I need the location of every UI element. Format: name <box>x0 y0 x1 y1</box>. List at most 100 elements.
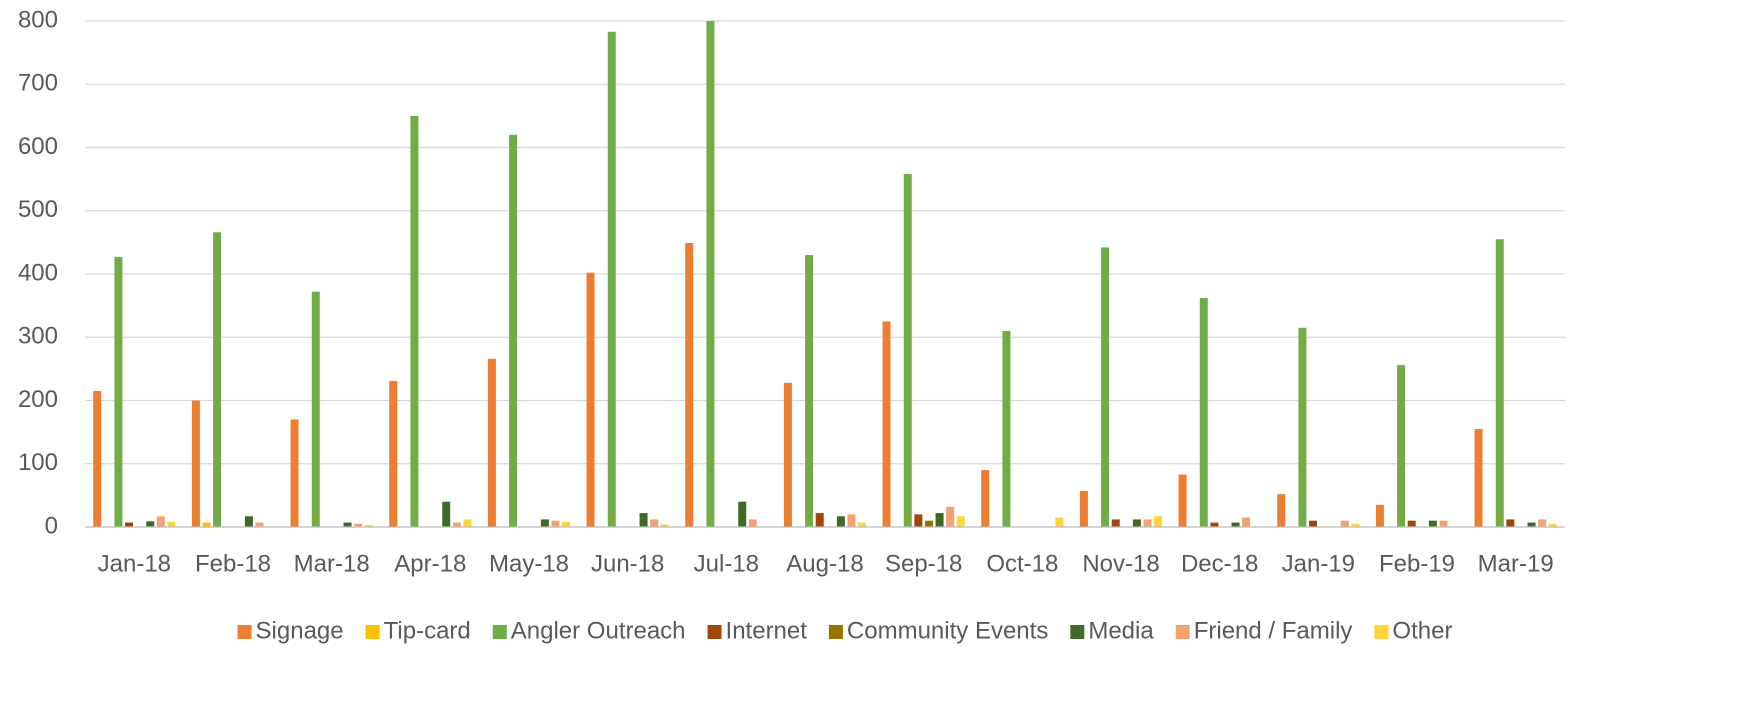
legend-swatch <box>707 625 722 639</box>
bar <box>706 21 715 527</box>
bar <box>114 256 123 527</box>
bar <box>1210 522 1219 527</box>
bar <box>1111 519 1120 527</box>
bar <box>389 380 398 527</box>
bar <box>607 31 616 527</box>
bar <box>146 521 155 527</box>
bar <box>1538 519 1547 527</box>
x-tick-label: Oct-18 <box>986 550 1058 577</box>
bar <box>1143 519 1152 527</box>
bar <box>924 520 933 527</box>
legend-label: Media <box>1088 617 1154 644</box>
bar <box>1527 522 1536 527</box>
bar <box>452 522 461 527</box>
x-tick-label: Mar-18 <box>294 550 370 577</box>
x-tick-label: Aug-18 <box>786 550 863 577</box>
y-tick-label: 600 <box>18 133 58 160</box>
bar <box>354 523 363 527</box>
bar <box>1351 523 1360 527</box>
x-tick-label: Sep-18 <box>885 550 962 577</box>
bar <box>125 522 134 527</box>
bar <box>1101 247 1110 527</box>
bar <box>1407 520 1416 527</box>
bar <box>1495 239 1504 527</box>
bar <box>956 516 965 527</box>
legend-swatch <box>237 625 252 639</box>
bar <box>156 516 165 527</box>
y-tick-label: 800 <box>18 6 58 33</box>
x-tick-label: Jan-18 <box>98 550 171 577</box>
bar <box>783 382 792 527</box>
x-tick-label: Apr-18 <box>394 550 466 577</box>
bar <box>463 519 472 527</box>
x-tick-label: Dec-18 <box>1181 550 1258 577</box>
bar <box>442 501 451 527</box>
bar <box>981 470 990 527</box>
bar <box>1298 327 1307 527</box>
x-tick-label: Nov-18 <box>1082 550 1159 577</box>
x-tick-label: Jun-18 <box>591 550 664 577</box>
bar <box>509 134 518 527</box>
legend-label: Friend / Family <box>1194 617 1353 644</box>
bar <box>935 513 944 527</box>
bar <box>364 525 373 527</box>
bar <box>738 501 747 527</box>
bar <box>311 291 320 527</box>
bar <box>1079 490 1088 527</box>
bar <box>882 321 891 527</box>
bar <box>1375 504 1384 527</box>
bar <box>1397 365 1406 527</box>
bar <box>586 272 595 527</box>
x-tick-label: Mar-19 <box>1478 550 1554 577</box>
bar <box>650 519 659 527</box>
bar <box>1178 474 1187 527</box>
legend-label: Signage <box>256 617 344 644</box>
bar <box>255 522 264 527</box>
bar <box>847 514 856 527</box>
bar <box>167 521 176 527</box>
x-tick-label: Feb-19 <box>1379 550 1455 577</box>
legend-label: Angler Outreach <box>511 617 686 644</box>
bar <box>1055 517 1064 527</box>
y-tick-label: 100 <box>18 449 58 476</box>
y-tick-label: 200 <box>18 386 58 413</box>
bar <box>410 115 419 527</box>
bar <box>1548 523 1557 527</box>
legend-swatch <box>1374 625 1389 639</box>
bar <box>748 519 757 527</box>
y-tick-label: 400 <box>18 259 58 286</box>
bar <box>858 522 867 527</box>
bar <box>1002 330 1011 527</box>
bar <box>213 232 222 527</box>
bar <box>660 524 669 527</box>
legend-swatch <box>492 625 507 639</box>
legend-swatch <box>828 625 843 639</box>
bar <box>639 513 648 527</box>
bar <box>562 521 571 527</box>
bar <box>815 513 824 527</box>
bar <box>290 419 299 527</box>
x-tick-label: May-18 <box>489 550 569 577</box>
bar <box>914 514 923 527</box>
bar <box>1154 516 1163 527</box>
legend-label: Tip-card <box>384 617 471 644</box>
bar <box>1199 298 1208 527</box>
bar <box>244 516 253 527</box>
bar <box>93 391 102 527</box>
bar <box>1231 522 1240 527</box>
bar <box>1474 428 1483 527</box>
legend-label: Internet <box>726 617 808 644</box>
bar <box>1242 517 1251 527</box>
y-tick-label: 700 <box>18 70 58 97</box>
legend-swatch <box>1175 625 1190 639</box>
bar <box>946 506 955 527</box>
bar <box>487 358 496 527</box>
bar <box>1439 520 1448 527</box>
bar <box>1340 520 1349 527</box>
bar <box>551 520 560 527</box>
legend-swatch <box>365 625 380 639</box>
bar <box>1132 519 1141 527</box>
bar <box>191 400 200 527</box>
y-tick-label: 500 <box>18 196 58 223</box>
